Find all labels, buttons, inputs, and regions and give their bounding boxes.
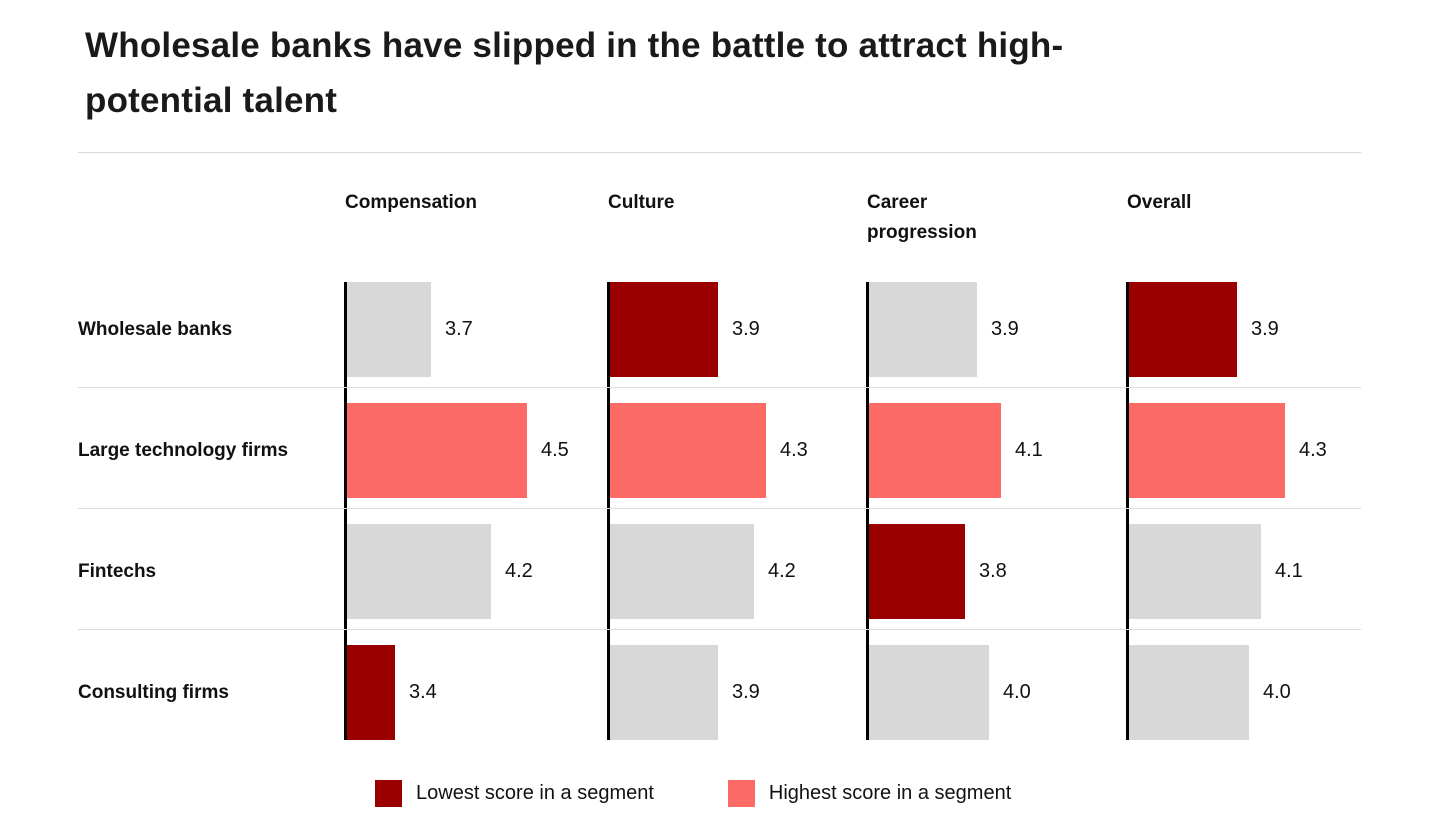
bar-cell: 4.2 <box>607 524 866 645</box>
bar-cell: 4.3 <box>1126 403 1361 524</box>
bar-cell: 3.9 <box>607 645 866 740</box>
score-value: 4.2 <box>768 560 796 582</box>
bar-cell: 3.9 <box>1126 282 1361 403</box>
highest-score-swatch <box>727 780 755 807</box>
row-label: Consulting firms <box>78 681 229 703</box>
bar-cell: 4.1 <box>1126 524 1361 645</box>
score-value: 4.0 <box>1263 681 1291 703</box>
chart-legend: Lowest score in a segment Highest score … <box>375 780 1011 807</box>
chart-row: Fintechs 4.2 4.2 3.8 4.1 <box>78 524 1361 645</box>
score-bar <box>1129 282 1237 377</box>
bar-cell: 3.4 <box>344 645 607 740</box>
score-value: 3.8 <box>979 560 1007 582</box>
bar-cell: 3.9 <box>866 282 1126 403</box>
chart-row: Consulting firms 3.4 3.9 4.0 4.0 <box>78 645 1361 740</box>
score-bar <box>610 524 754 619</box>
title-divider <box>78 152 1361 153</box>
score-bar <box>347 403 527 498</box>
score-value: 3.9 <box>991 318 1019 340</box>
score-value: 3.9 <box>1251 318 1279 340</box>
score-bar <box>1129 645 1249 740</box>
score-bar <box>610 282 718 377</box>
score-value: 3.7 <box>445 318 473 340</box>
score-value: 3.4 <box>409 681 437 703</box>
bar-cell: 3.8 <box>866 524 1126 645</box>
score-value: 4.1 <box>1015 439 1043 461</box>
row-label-column-spacer <box>78 188 344 282</box>
score-value: 4.1 <box>1275 560 1303 582</box>
bar-cell: 4.5 <box>344 403 607 524</box>
chart-title-line-2: potential talent <box>85 81 338 120</box>
score-value: 4.3 <box>1299 439 1327 461</box>
column-header-culture: Culture <box>608 192 675 213</box>
score-bar <box>1129 524 1261 619</box>
score-bar <box>347 282 431 377</box>
legend-item-highest: Highest score in a segment <box>727 780 1012 807</box>
score-value: 4.5 <box>541 439 569 461</box>
bar-cell: 3.9 <box>607 282 866 403</box>
score-bar <box>347 645 395 740</box>
column-header-row: Compensation Culture Career progression … <box>78 188 1361 282</box>
bar-cell: 4.2 <box>344 524 607 645</box>
score-value: 4.0 <box>1003 681 1031 703</box>
bar-cell: 4.0 <box>866 645 1126 740</box>
score-value: 4.2 <box>505 560 533 582</box>
chart-body: Wholesale banks 3.7 3.9 3.9 3.9 Large technol… <box>78 282 1361 740</box>
score-bar <box>610 645 718 740</box>
score-value: 3.9 <box>732 681 760 703</box>
bar-cell: 4.0 <box>1126 645 1361 740</box>
score-bar <box>869 645 989 740</box>
bar-cell: 3.7 <box>344 282 607 403</box>
column-header-overall: Overall <box>1127 192 1192 213</box>
score-bar <box>1129 403 1285 498</box>
score-bar <box>869 403 1001 498</box>
column-header-compensation: Compensation <box>345 192 477 213</box>
score-value: 4.3 <box>780 439 808 461</box>
row-label: Large technology firms <box>78 439 289 461</box>
legend-label-highest: Highest score in a segment <box>768 782 1012 804</box>
legend-label-lowest: Lowest score in a segment <box>416 782 654 804</box>
row-label: Fintechs <box>78 560 157 582</box>
chart-title: Wholesale banks have slipped in the batt… <box>85 18 1235 128</box>
bar-cell: 4.3 <box>607 403 866 524</box>
chart-row: Large technology firms 4.5 4.3 4.1 4.3 <box>78 403 1361 524</box>
score-bar <box>869 524 965 619</box>
chart-title-line-1: Wholesale banks have slipped in the batt… <box>85 26 1064 65</box>
score-bar <box>610 403 766 498</box>
chart-row: Wholesale banks 3.7 3.9 3.9 3.9 <box>78 282 1361 403</box>
legend-item-lowest: Lowest score in a segment <box>375 780 654 807</box>
lowest-score-swatch <box>375 780 402 807</box>
bar-cell: 4.1 <box>866 403 1126 524</box>
score-bar <box>347 524 491 619</box>
row-label: Wholesale banks <box>78 318 233 340</box>
score-bar <box>869 282 977 377</box>
column-header-career-progression: Career progression <box>867 192 977 243</box>
talent-scores-chart: Compensation Culture Career progression … <box>78 188 1361 807</box>
score-value: 3.9 <box>732 318 760 340</box>
